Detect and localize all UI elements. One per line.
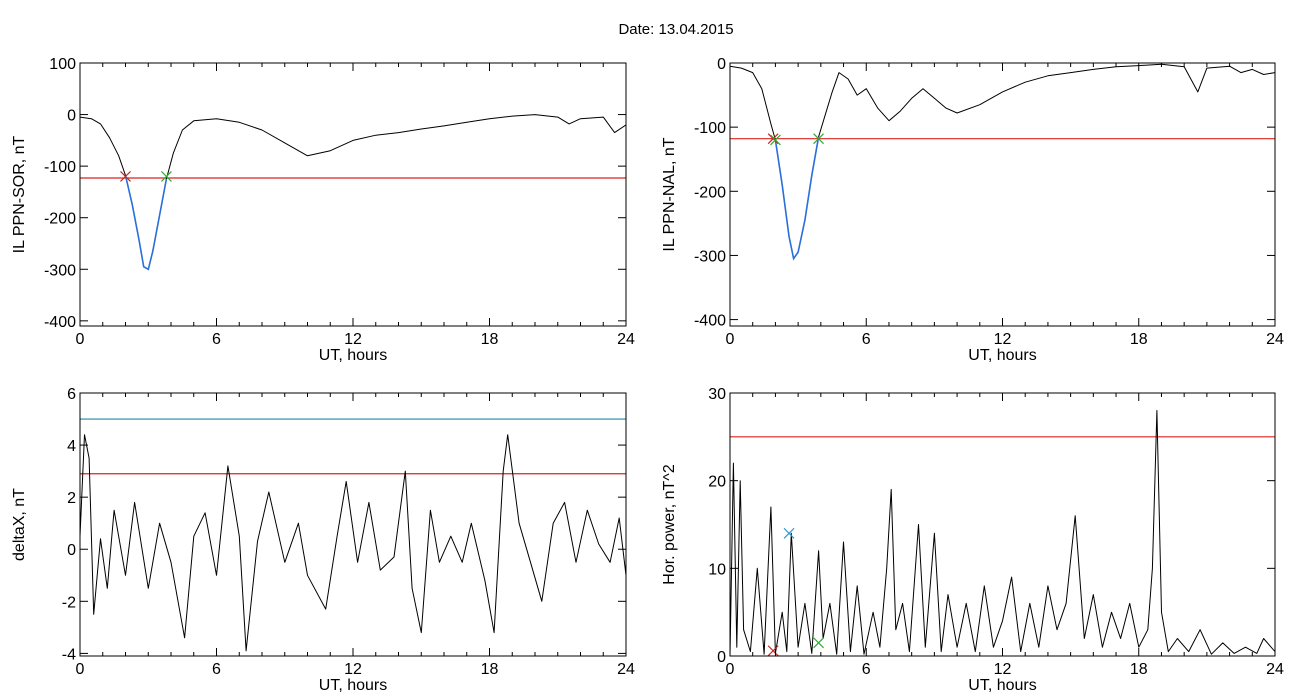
- series-line-0: [80, 114, 626, 270]
- x-tick-label: 24: [617, 661, 635, 678]
- x-tick-label: 0: [726, 661, 735, 678]
- y-tick-label: -100: [44, 159, 76, 176]
- y-axis-label: IL PPN-NAL, nT: [661, 137, 678, 251]
- x-axis-label: UT, hours: [319, 677, 387, 694]
- x-tick-label: 24: [1266, 661, 1284, 678]
- y-tick-label: -300: [44, 262, 76, 279]
- y-tick-label: 2: [67, 490, 76, 507]
- y-tick-label: -400: [44, 314, 76, 331]
- y-tick-label: -4: [62, 646, 76, 663]
- axes-frame: [79, 392, 627, 657]
- x-tick-label: 12: [344, 331, 362, 348]
- y-tick-label: 10: [708, 561, 726, 578]
- y-tick-label: 4: [67, 438, 76, 455]
- y-axis-label: Hor. power, nT^2: [661, 464, 678, 585]
- y-axis-label: deltaX, nT: [11, 488, 28, 561]
- y-tick-label: 100: [49, 56, 76, 73]
- marker-2: [813, 133, 824, 145]
- marker-0: [120, 171, 131, 182]
- x-tick-label: 0: [76, 661, 85, 678]
- y-tick-label: 6: [67, 386, 76, 403]
- plot-area: [730, 410, 1275, 656]
- x-tick-label: 6: [212, 331, 221, 348]
- y-tick-label: 0: [717, 649, 726, 666]
- panel-hor-power: 0 6 12 18 24 30 20 10 0 UT, hours Hor. power, nT^2: [661, 386, 1284, 694]
- x-tick-label: 6: [212, 661, 221, 678]
- x-tick-label: 0: [726, 331, 735, 348]
- x-tick-label: 12: [994, 331, 1012, 348]
- axes-frame: [729, 62, 1276, 327]
- series-line-0: [80, 434, 626, 652]
- y-tick-label: -300: [694, 248, 726, 265]
- x-tick-label: 18: [1130, 331, 1148, 348]
- x-tick-label: 12: [344, 661, 362, 678]
- plot-area: [730, 63, 1275, 261]
- highlight-segment-0: [124, 175, 168, 271]
- y-tick-label: 20: [708, 474, 726, 491]
- y-tick-label: -100: [694, 120, 726, 137]
- x-axis-label: UT, hours: [968, 677, 1036, 694]
- y-tick-label: -400: [694, 313, 726, 330]
- x-tick-label: 6: [862, 661, 871, 678]
- axes-frame: [79, 62, 627, 327]
- marker-0: [767, 645, 779, 656]
- panel-ppn-nal: 0 6 12 18 24 0 -100 -200 -300 -400 UT, hours IL PPN…: [661, 56, 1284, 364]
- series-line-0: [730, 410, 1275, 656]
- y-tick-label: 30: [708, 386, 726, 403]
- y-tick-label: -2: [62, 594, 76, 611]
- x-tick-label: 18: [1130, 661, 1148, 678]
- x-tick-label: 18: [481, 661, 499, 678]
- marker-1: [769, 134, 781, 146]
- y-tick-label: -200: [694, 184, 726, 201]
- plot-area: [80, 418, 626, 652]
- y-tick-label: 0: [67, 542, 76, 559]
- y-tick-label: -200: [44, 211, 76, 228]
- y-axis-label: IL PPN-SOR, nT: [11, 135, 28, 253]
- series-line-0: [730, 63, 1275, 260]
- y-tick-label: 0: [717, 56, 726, 73]
- x-axis-label: UT, hours: [319, 347, 387, 364]
- marker-1: [783, 527, 795, 539]
- marker-1: [161, 171, 172, 182]
- x-axis-label: UT, hours: [968, 347, 1036, 364]
- x-tick-label: 24: [617, 331, 635, 348]
- panel-deltax: 0 6 12 18 24 6 4 2 0 -2 -4 UT, hours deltaX, nT: [11, 386, 635, 694]
- x-tick-label: 0: [76, 331, 85, 348]
- axes-frame: [729, 392, 1276, 657]
- x-tick-label: 12: [994, 661, 1012, 678]
- x-tick-label: 18: [481, 331, 499, 348]
- x-tick-label: 6: [862, 331, 871, 348]
- highlight-segment-0: [774, 136, 820, 261]
- marker-0: [767, 133, 779, 145]
- panel-ppn-sor: 0 6 12 18 24 100 0 -100 -200 -300 -400 UT, hours IL …: [11, 56, 635, 364]
- plot-area: [80, 114, 626, 271]
- marker-2: [813, 637, 824, 649]
- y-tick-label: 0: [67, 108, 76, 125]
- date-title: Date: 13.04.2015: [618, 21, 733, 38]
- x-tick-label: 24: [1266, 331, 1284, 348]
